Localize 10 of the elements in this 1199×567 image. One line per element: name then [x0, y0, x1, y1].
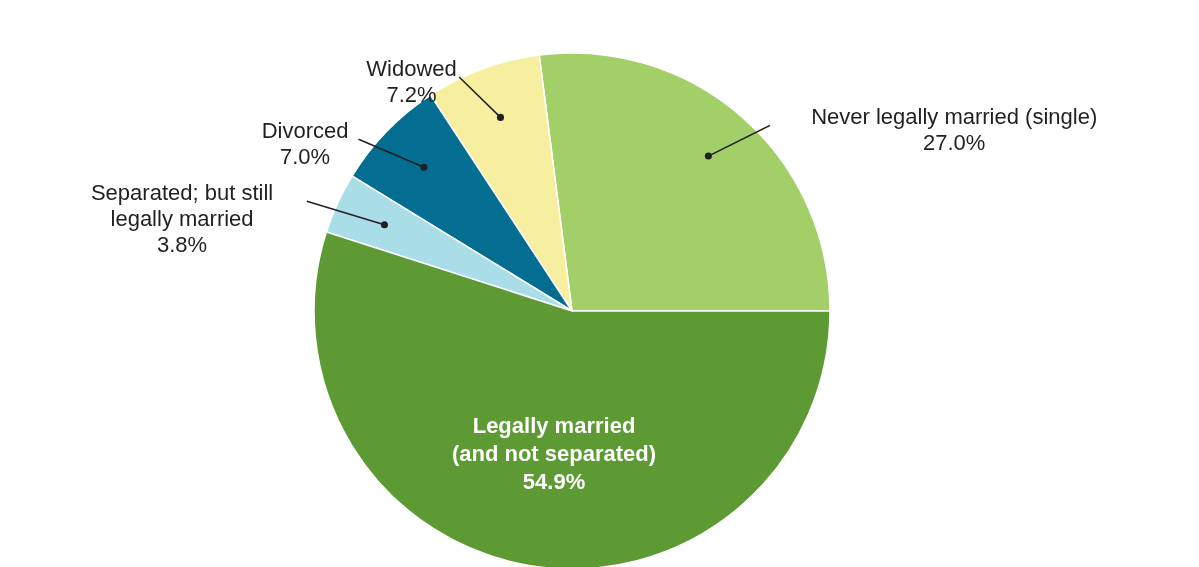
data-label: 27.0% [922, 130, 986, 156]
slice-label: Never legally married (single) [811, 104, 1098, 130]
data-label: 54.9% [522, 468, 586, 494]
data-label: 7.0% [280, 144, 331, 170]
slice-label: Legally married (and not separated) [451, 412, 657, 466]
slice-label: Widowed [366, 55, 457, 81]
slice-label: Separated; but still legally married [90, 180, 274, 232]
data-label: 3.8% [156, 232, 208, 258]
data-label: 7.2% [386, 81, 437, 107]
slice-label: Divorced [261, 118, 349, 144]
